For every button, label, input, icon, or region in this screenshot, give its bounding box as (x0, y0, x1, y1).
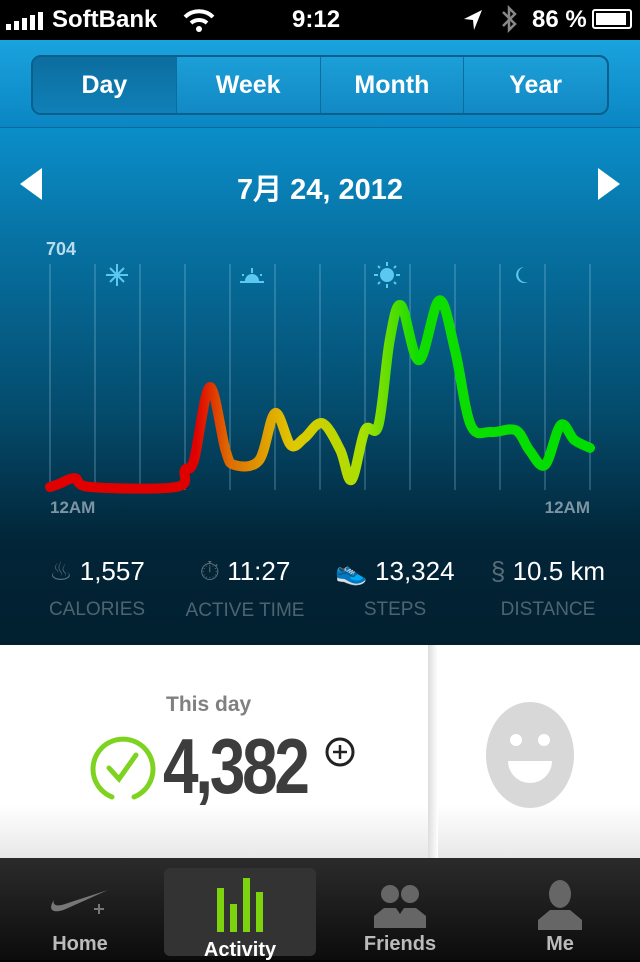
sunrise-icon (240, 268, 264, 283)
sun-icon (374, 262, 400, 288)
steps-label: STEPS (363, 599, 427, 620)
bar-chart-icon (217, 878, 263, 932)
tab-home-label: Home (52, 933, 108, 955)
active-time-label: ACTIVE TIME (185, 600, 305, 621)
stopwatch-icon: ⏱ (199, 556, 220, 586)
this-day-label: This day (166, 693, 252, 716)
segment-year[interactable]: Year (463, 57, 607, 113)
activity-line (45, 295, 595, 494)
stat-calories: ♨ 1,557 CALORIES (42, 556, 152, 621)
segment-day[interactable]: Day (33, 57, 176, 113)
steps-value: 13,324 (375, 556, 455, 586)
status-bar: SoftBank 9:12 86 % (0, 0, 640, 40)
tab-friends-label: Friends (363, 933, 437, 955)
path-icon: § (490, 556, 506, 586)
night-star-icon (106, 264, 128, 286)
battery-percent: 86 % (532, 6, 587, 33)
friends-icon (374, 885, 426, 928)
stats-row: ♨ 1,557 CALORIES ⏱ 11:27 ACTIVE TIME 👟 1… (0, 556, 640, 636)
distance-value: 10.5 km (512, 556, 606, 586)
tab-friends[interactable]: Friends (320, 858, 480, 960)
battery-icon (592, 9, 632, 29)
tab-bar: Home Activity Friends Me (0, 858, 640, 961)
stat-steps: 👟 13,324 STEPS (330, 556, 460, 621)
signal-icon (6, 12, 43, 30)
period-header: Day Week Month Year (0, 40, 640, 128)
previous-day-button[interactable] (20, 168, 42, 200)
distance-label: DISTANCE (500, 599, 596, 620)
goal-check-icon (90, 736, 156, 800)
x-end-label: 12AM (545, 498, 590, 517)
calories-value: 1,557 (79, 556, 145, 586)
tab-me-label: Me (546, 933, 574, 955)
panel-divider (428, 645, 438, 858)
stat-active-time: ⏱ 11:27 ACTIVE TIME (180, 556, 310, 622)
activity-chart: 704 12AM 12AM (45, 239, 595, 517)
period-segmented-control: Day Week Month Year (31, 55, 609, 115)
shoe-icon: 👟 (335, 556, 368, 586)
clock: 9:12 (292, 6, 341, 33)
location-icon (464, 10, 482, 30)
x-start-label: 12AM (50, 498, 95, 517)
tab-home[interactable]: Home (0, 858, 160, 960)
date-title: 7月 24, 2012 (236, 174, 404, 206)
calories-label: CALORIES (48, 599, 146, 620)
bluetooth-icon (502, 4, 517, 34)
segment-month[interactable]: Month (319, 57, 464, 113)
tab-activity-label: Activity (203, 939, 277, 961)
add-fuel-icon[interactable] (324, 736, 356, 768)
stat-distance: § 10.5 km DISTANCE (478, 556, 618, 621)
profile-icon (538, 880, 582, 930)
wifi-icon (183, 9, 215, 32)
activity-graph-panel: 7月 24, 2012 704 12AM 12AM ♨ 1,557 CALORI… (0, 128, 640, 645)
next-day-button[interactable] (598, 168, 620, 200)
summary-panel: This day 4,382 (0, 645, 640, 858)
nike-swoosh-icon (51, 890, 108, 914)
smiley-face-icon[interactable] (484, 700, 576, 810)
segment-week[interactable]: Week (175, 57, 320, 113)
flame-icon: ♨ (49, 556, 73, 586)
active-time-value: 11:27 (227, 556, 291, 586)
tab-me[interactable]: Me (480, 858, 640, 960)
tab-activity[interactable]: Activity (164, 868, 316, 961)
carrier: SoftBank (52, 6, 158, 33)
moon-icon (516, 267, 528, 283)
fuel-total: 4,382 (163, 722, 310, 810)
y-max-label: 704 (46, 239, 76, 259)
